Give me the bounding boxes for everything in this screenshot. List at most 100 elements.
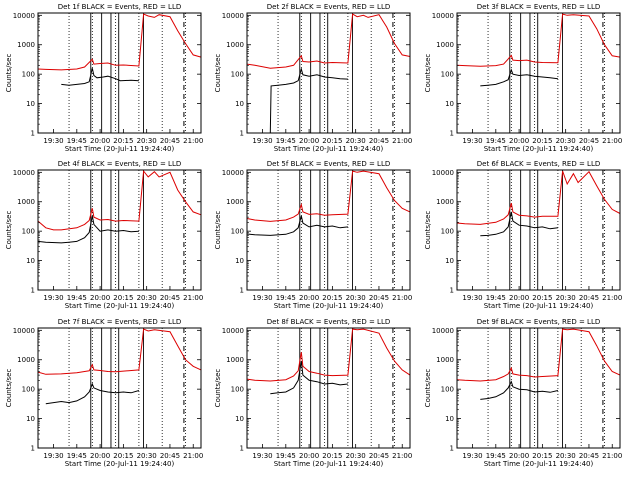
plot-frame	[37, 169, 202, 291]
x-tick-label: 19:30	[43, 294, 63, 302]
y-tick-label: 10000	[13, 169, 35, 177]
plot-frame	[456, 327, 621, 449]
x-tick-label: 20:45	[160, 137, 180, 145]
detector-panel-9: Det 9f BLACK = Events, RED = LLD 1 10 100 10…	[424, 318, 622, 468]
y-axis-label: Counts/sec	[214, 54, 222, 93]
x-tick-label: 20:15	[322, 137, 342, 145]
series-line-events	[37, 215, 139, 244]
y-axis-label: Counts/sec	[5, 211, 13, 250]
y-tick-label: 10000	[222, 327, 244, 335]
y-tick-label: 10	[445, 415, 454, 423]
x-tick-label: 19:45	[276, 137, 296, 145]
x-tick-label: 20:45	[160, 294, 180, 302]
x-tick-label: 20:00	[90, 452, 110, 460]
x-tick-label: 19:45	[486, 294, 506, 302]
series-line-events	[480, 380, 559, 400]
y-tick-label: 100	[22, 386, 35, 394]
x-tick-label: 20:00	[90, 294, 110, 302]
x-axis-label: Start Time (20-Jul-11 19:24:40)	[274, 145, 384, 153]
y-axis-label: Counts/sec	[424, 54, 432, 93]
x-tick-label: 20:00	[509, 294, 529, 302]
series-line-lld	[246, 13, 411, 69]
y-tick-label: 10000	[222, 12, 244, 20]
y-tick-label: 10	[235, 100, 244, 108]
x-tick-label: 20:30	[137, 452, 157, 460]
y-tick-label: 1000	[17, 41, 35, 49]
y-tick-label: 10000	[222, 169, 244, 177]
x-tick-label: 20:30	[137, 137, 157, 145]
x-tick-label: 20:15	[532, 137, 552, 145]
x-tick-label: 20:30	[346, 137, 366, 145]
plot-frame	[456, 12, 621, 134]
series-line-events	[480, 211, 558, 237]
x-tick-label: 19:30	[252, 452, 272, 460]
x-tick-label: 19:30	[43, 452, 63, 460]
y-tick-label: 1	[31, 287, 35, 295]
x-tick-label: 20:00	[299, 137, 319, 145]
x-tick-label: 19:45	[486, 137, 506, 145]
y-tick-label: 10	[445, 100, 454, 108]
x-tick-label: 21:00	[183, 452, 203, 460]
panel-title: Det 7f BLACK = Events, RED = LLD	[58, 318, 181, 326]
y-axis-label: Counts/sec	[214, 211, 222, 250]
y-axis-label: Counts/sec	[424, 369, 432, 408]
y-axis-label: Counts/sec	[214, 369, 222, 408]
x-tick-label: 19:45	[276, 294, 296, 302]
x-tick-label: 19:45	[67, 294, 87, 302]
x-tick-label: 19:30	[252, 137, 272, 145]
series-line-events	[480, 68, 558, 87]
y-tick-label: 100	[22, 71, 35, 79]
x-tick-label: 19:45	[67, 452, 87, 460]
y-tick-label: 100	[441, 71, 454, 79]
x-tick-label: 21:00	[602, 294, 622, 302]
y-tick-label: 1000	[17, 198, 35, 206]
y-tick-label: 10	[26, 415, 35, 423]
y-tick-label: 100	[231, 228, 244, 236]
detector-panel-8: Det 8f BLACK = Events, RED = LLD 1 10 100 10…	[214, 318, 412, 468]
x-tick-label: 19:30	[43, 137, 63, 145]
x-tick-label: 21:00	[602, 137, 622, 145]
x-tick-label: 20:45	[579, 452, 599, 460]
series-line-events	[246, 215, 348, 236]
plot-frame	[456, 169, 621, 291]
x-axis-label: Start Time (20-Jul-11 19:24:40)	[484, 145, 594, 153]
y-tick-label: 10	[235, 415, 244, 423]
plot-frame	[246, 12, 411, 134]
panel-title: Det 4f BLACK = Events, RED = LLD	[58, 160, 181, 168]
x-axis-label: Start Time (20-Jul-11 19:24:40)	[65, 460, 175, 468]
panel-title: Det 9f BLACK = Events, RED = LLD	[477, 318, 600, 326]
x-axis-label: Start Time (20-Jul-11 19:24:40)	[484, 302, 594, 310]
x-tick-label: 20:15	[532, 294, 552, 302]
x-tick-label: 21:00	[183, 294, 203, 302]
y-axis-label: Counts/sec	[5, 369, 13, 408]
x-tick-label: 19:30	[462, 137, 482, 145]
x-tick-label: 20:30	[556, 452, 576, 460]
detector-panel-3: Det 3f BLACK = Events, RED = LLD 1 10 100 10…	[424, 3, 622, 153]
x-tick-label: 20:15	[532, 452, 552, 460]
x-tick-label: 20:00	[90, 137, 110, 145]
y-tick-label: 100	[441, 228, 454, 236]
series-line-lld	[37, 328, 202, 375]
x-tick-label: 21:00	[602, 452, 622, 460]
x-axis-label: Start Time (20-Jul-11 19:24:40)	[274, 302, 384, 310]
x-tick-label: 20:30	[137, 294, 157, 302]
y-tick-label: 10000	[13, 12, 35, 20]
x-tick-label: 20:45	[369, 294, 389, 302]
x-axis-label: Start Time (20-Jul-11 19:24:40)	[274, 460, 384, 468]
x-tick-label: 20:15	[322, 294, 342, 302]
y-tick-label: 1	[450, 287, 454, 295]
series-line-lld	[246, 170, 411, 222]
y-tick-label: 1000	[226, 41, 244, 49]
y-tick-label: 1000	[226, 356, 244, 364]
y-tick-label: 1	[450, 130, 454, 138]
y-tick-label: 100	[441, 386, 454, 394]
y-tick-label: 1	[240, 287, 244, 295]
y-tick-label: 10000	[432, 12, 454, 20]
series-line-lld	[456, 328, 621, 382]
x-tick-label: 20:45	[369, 137, 389, 145]
x-tick-label: 20:45	[369, 452, 389, 460]
detector-panel-1: Det 1f BLACK = Events, RED = LLD 1 10 100 10…	[5, 3, 203, 153]
detector-panel-4: Det 4f BLACK = Events, RED = LLD 1 10 100 10…	[5, 160, 203, 310]
x-tick-label: 20:00	[299, 452, 319, 460]
